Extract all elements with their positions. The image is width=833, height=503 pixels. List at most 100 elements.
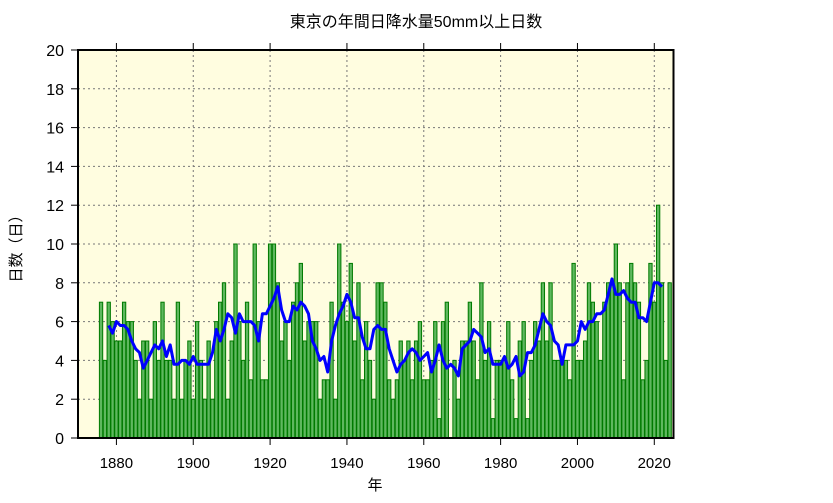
bar-1971	[463, 340, 469, 439]
bar-1887	[141, 340, 146, 439]
bar-1985	[517, 340, 522, 439]
bar-1945	[363, 321, 369, 439]
bar-2018	[644, 359, 649, 439]
bar-1954	[398, 340, 403, 439]
bar-1882	[121, 301, 127, 439]
bar-1894	[168, 359, 173, 439]
bar-2021	[655, 204, 661, 439]
bar-1995	[556, 359, 561, 439]
x-tick-label: 1880	[100, 455, 133, 472]
bar-1924	[283, 321, 288, 439]
bar-1932	[314, 321, 319, 439]
bar-1959	[417, 321, 423, 439]
bar-2008	[606, 282, 611, 439]
bar-1910	[229, 340, 234, 439]
bar-1957	[410, 379, 415, 439]
bar-1901	[194, 321, 200, 439]
bar-2001	[579, 359, 584, 439]
y-axis-label: 日数（日）	[8, 207, 25, 282]
bar-2002	[582, 340, 588, 439]
bar-1964	[436, 418, 442, 439]
bar-1963	[433, 321, 438, 439]
bar-2014	[629, 262, 634, 439]
x-tick-label: 1900	[177, 455, 210, 472]
y-tick-label: 6	[55, 315, 64, 332]
bar-1999	[571, 262, 576, 439]
bar-1994	[552, 359, 557, 439]
bar-1892	[160, 301, 165, 439]
bar-2005	[594, 321, 599, 439]
bar-1928	[298, 262, 303, 439]
bar-1941	[348, 262, 353, 439]
bar-1900	[191, 398, 196, 439]
bar-1955	[402, 359, 407, 439]
bar-1893	[164, 359, 169, 439]
chart-title: 東京の年間日降水量50mm以上日数	[290, 13, 542, 31]
bar-1993	[548, 282, 553, 439]
bar-1952	[390, 398, 396, 439]
bar-2011	[617, 282, 622, 439]
bar-1969	[456, 398, 461, 439]
bar-1943	[356, 282, 361, 439]
bar-2000	[575, 359, 580, 439]
bar-1907	[217, 301, 223, 439]
y-tick-label: 2	[55, 392, 64, 409]
bar-1983	[509, 379, 515, 439]
x-tick-label: 1960	[407, 455, 440, 472]
bar-1961	[425, 379, 430, 439]
bar-1916	[252, 243, 257, 439]
bar-1877	[102, 359, 108, 439]
bar-1881	[118, 340, 123, 439]
bar-1982	[506, 321, 511, 439]
bar-1889	[148, 398, 154, 439]
bar-2012	[621, 379, 626, 439]
bar-1936	[329, 301, 334, 439]
bar-1913	[241, 359, 246, 439]
bar-1950	[383, 301, 388, 439]
x-axis-label: 年	[367, 477, 382, 494]
bar-1895	[171, 398, 177, 439]
bar-1879	[110, 321, 115, 439]
bar-1981	[502, 359, 507, 439]
bar-1942	[352, 340, 357, 439]
bar-1903	[202, 398, 207, 439]
bar-1987	[525, 418, 530, 439]
bar-1876	[98, 301, 104, 439]
bar-1891	[156, 359, 161, 439]
bar-1980	[498, 359, 503, 439]
bar-1937	[333, 398, 338, 439]
x-tick-label: 1980	[484, 455, 517, 472]
bar-1885	[133, 359, 138, 439]
bar-1934	[321, 379, 327, 439]
y-axis-ticks: 0 2 4 6 8 10 12 14 16 18 20	[46, 43, 78, 448]
bar-1960	[421, 379, 426, 439]
bar-1878	[106, 301, 111, 439]
bar-1898	[183, 359, 188, 439]
bar-2003	[586, 282, 592, 439]
bar-2017	[640, 379, 645, 439]
bar-1929	[302, 340, 307, 439]
bar-1923	[279, 340, 284, 439]
x-tick-label: 1940	[330, 455, 363, 472]
bar-1905	[210, 398, 215, 439]
moving-average-line	[107, 277, 664, 378]
bar-1953	[394, 379, 400, 439]
bar-1912	[237, 321, 242, 439]
bar-1911	[233, 243, 238, 439]
bar-1996	[559, 359, 565, 439]
bar-1933	[317, 398, 323, 439]
bar-1978	[490, 418, 496, 439]
bar-1919	[264, 379, 269, 439]
bar-1976	[483, 359, 488, 439]
y-tick-label: 8	[55, 276, 64, 293]
bar-1880	[114, 340, 119, 439]
y-tick-label: 0	[55, 431, 64, 448]
bar-1938	[337, 243, 342, 439]
y-tick-label: 14	[46, 159, 64, 176]
x-tick-label: 1920	[253, 455, 286, 472]
bar-1951	[387, 379, 392, 439]
bar-1992	[544, 340, 549, 439]
bar-1920	[267, 243, 273, 439]
bar-2013	[625, 282, 630, 439]
